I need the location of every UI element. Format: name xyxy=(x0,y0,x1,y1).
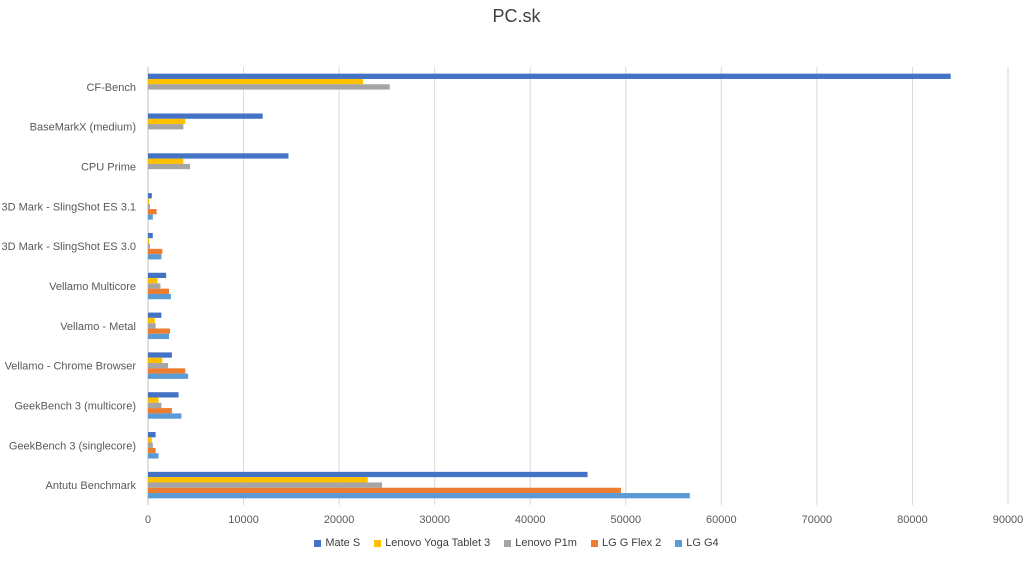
bar-lenovo-p1m xyxy=(148,203,150,210)
legend-label: Lenovo Yoga Tablet 3 xyxy=(385,537,491,549)
category-label: Vellamo - Chrome Browser xyxy=(5,361,137,373)
bar-lg-g4 xyxy=(148,413,182,419)
x-tick-label: 70000 xyxy=(802,514,833,526)
legend-label: LG G4 xyxy=(686,537,719,549)
x-tick-label: 40000 xyxy=(515,514,546,526)
x-tick-label: 80000 xyxy=(897,514,928,526)
bar-mate-s xyxy=(148,312,162,318)
bar-lg-g-flex-2 xyxy=(148,368,186,374)
bar-mate-s xyxy=(148,73,951,79)
bar-lenovo-yoga-tablet-3 xyxy=(148,477,368,483)
bar-mate-s xyxy=(148,432,156,438)
legend-label: Lenovo P1m xyxy=(515,537,577,549)
legend-item: Mate S xyxy=(314,537,360,549)
bar-lg-g-flex-2 xyxy=(148,288,170,294)
bar-lenovo-yoga-tablet-3 xyxy=(148,238,149,244)
chart-title: PC.sk xyxy=(492,6,541,26)
x-tick-label: 30000 xyxy=(419,514,450,526)
bar-lg-g4 xyxy=(148,493,690,499)
x-tick-label: 50000 xyxy=(610,514,641,526)
bar-lenovo-yoga-tablet-3 xyxy=(148,317,155,324)
legend-item: LG G4 xyxy=(675,537,719,549)
bar-mate-s xyxy=(148,113,263,119)
bar-lenovo-p1m xyxy=(148,84,390,90)
category-label: Antutu Benchmark xyxy=(46,480,137,492)
legend-item: LG G Flex 2 xyxy=(590,537,662,549)
legend-swatch xyxy=(374,539,382,547)
bar-lg-g-flex-2 xyxy=(148,328,170,334)
bar-lenovo-p1m xyxy=(148,323,156,329)
x-tick-label: 60000 xyxy=(706,514,737,526)
bar-lenovo-p1m xyxy=(148,124,184,130)
legend-item: Lenovo P1m xyxy=(504,537,577,549)
category-label: 3D Mark - SlingShot ES 3.1 xyxy=(1,201,136,213)
legend-label: Mate S xyxy=(325,537,361,549)
x-tick-label: 10000 xyxy=(228,514,259,526)
bar-lenovo-p1m xyxy=(148,283,161,289)
bar-lenovo-p1m xyxy=(148,442,153,448)
bar-mate-s xyxy=(148,232,153,239)
bar-lenovo-p1m xyxy=(148,243,150,249)
bar-mate-s xyxy=(148,272,167,279)
category-label: Vellamo - Metal xyxy=(60,321,136,333)
bar-lenovo-yoga-tablet-3 xyxy=(148,397,159,403)
legend-item: Lenovo Yoga Tablet 3 xyxy=(374,537,490,549)
legend: Mate S Lenovo Yoga Tablet 3 Lenovo P1m LG G… xyxy=(0,537,1033,549)
category-label: BaseMarkX (medium) xyxy=(30,122,136,134)
bar-lg-g-flex-2 xyxy=(148,447,156,454)
bar-mate-s xyxy=(148,153,289,159)
bar-mate-s xyxy=(148,352,172,358)
bar-lenovo-yoga-tablet-3 xyxy=(148,118,186,125)
legend-swatch xyxy=(504,539,512,547)
bar-lenovo-yoga-tablet-3 xyxy=(148,158,184,164)
bar-lenovo-yoga-tablet-3 xyxy=(148,198,149,204)
bar-lenovo-yoga-tablet-3 xyxy=(148,357,163,363)
category-label: 3D Mark - SlingShot ES 3.0 xyxy=(1,241,136,253)
legend-swatch xyxy=(590,539,598,547)
bar-lenovo-p1m xyxy=(148,163,191,170)
bar-lenovo-yoga-tablet-3 xyxy=(148,278,158,284)
bar-lg-g4 xyxy=(148,214,153,220)
bar-lg-g-flex-2 xyxy=(148,487,621,494)
category-label: CPU Prime xyxy=(81,162,136,174)
legend-label: LG G Flex 2 xyxy=(601,537,662,549)
bar-lenovo-yoga-tablet-3 xyxy=(148,78,363,85)
x-tick-label: 20000 xyxy=(324,514,355,526)
category-label: CF-Bench xyxy=(86,82,136,94)
bar-lenovo-p1m xyxy=(148,362,169,369)
bar-lenovo-p1m xyxy=(148,402,162,409)
category-label: Vellamo Multicore xyxy=(49,281,136,293)
bar-lg-g4 xyxy=(148,254,162,260)
legend-swatch xyxy=(675,539,683,547)
bar-lg-g4 xyxy=(148,293,171,300)
legend-swatch xyxy=(314,539,322,547)
bar-mate-s xyxy=(148,471,588,478)
bar-lg-g4 xyxy=(148,453,159,459)
bar-mate-s xyxy=(148,193,152,199)
bar-lg-g-flex-2 xyxy=(148,408,172,414)
x-tick-label: 0 xyxy=(145,514,151,526)
bar-lg-g-flex-2 xyxy=(148,248,163,255)
category-label: GeekBench 3 (singlecore) xyxy=(9,440,136,452)
bar-lg-g4 xyxy=(148,333,170,340)
bar-lg-g-flex-2 xyxy=(148,209,157,215)
bar-mate-s xyxy=(148,392,179,398)
bar-lenovo-p1m xyxy=(148,482,383,488)
x-tick-label: 90000 xyxy=(993,514,1024,526)
bar-lg-g4 xyxy=(148,373,189,379)
category-label: GeekBench 3 (multicore) xyxy=(14,400,136,412)
bar-lenovo-yoga-tablet-3 xyxy=(148,437,152,443)
